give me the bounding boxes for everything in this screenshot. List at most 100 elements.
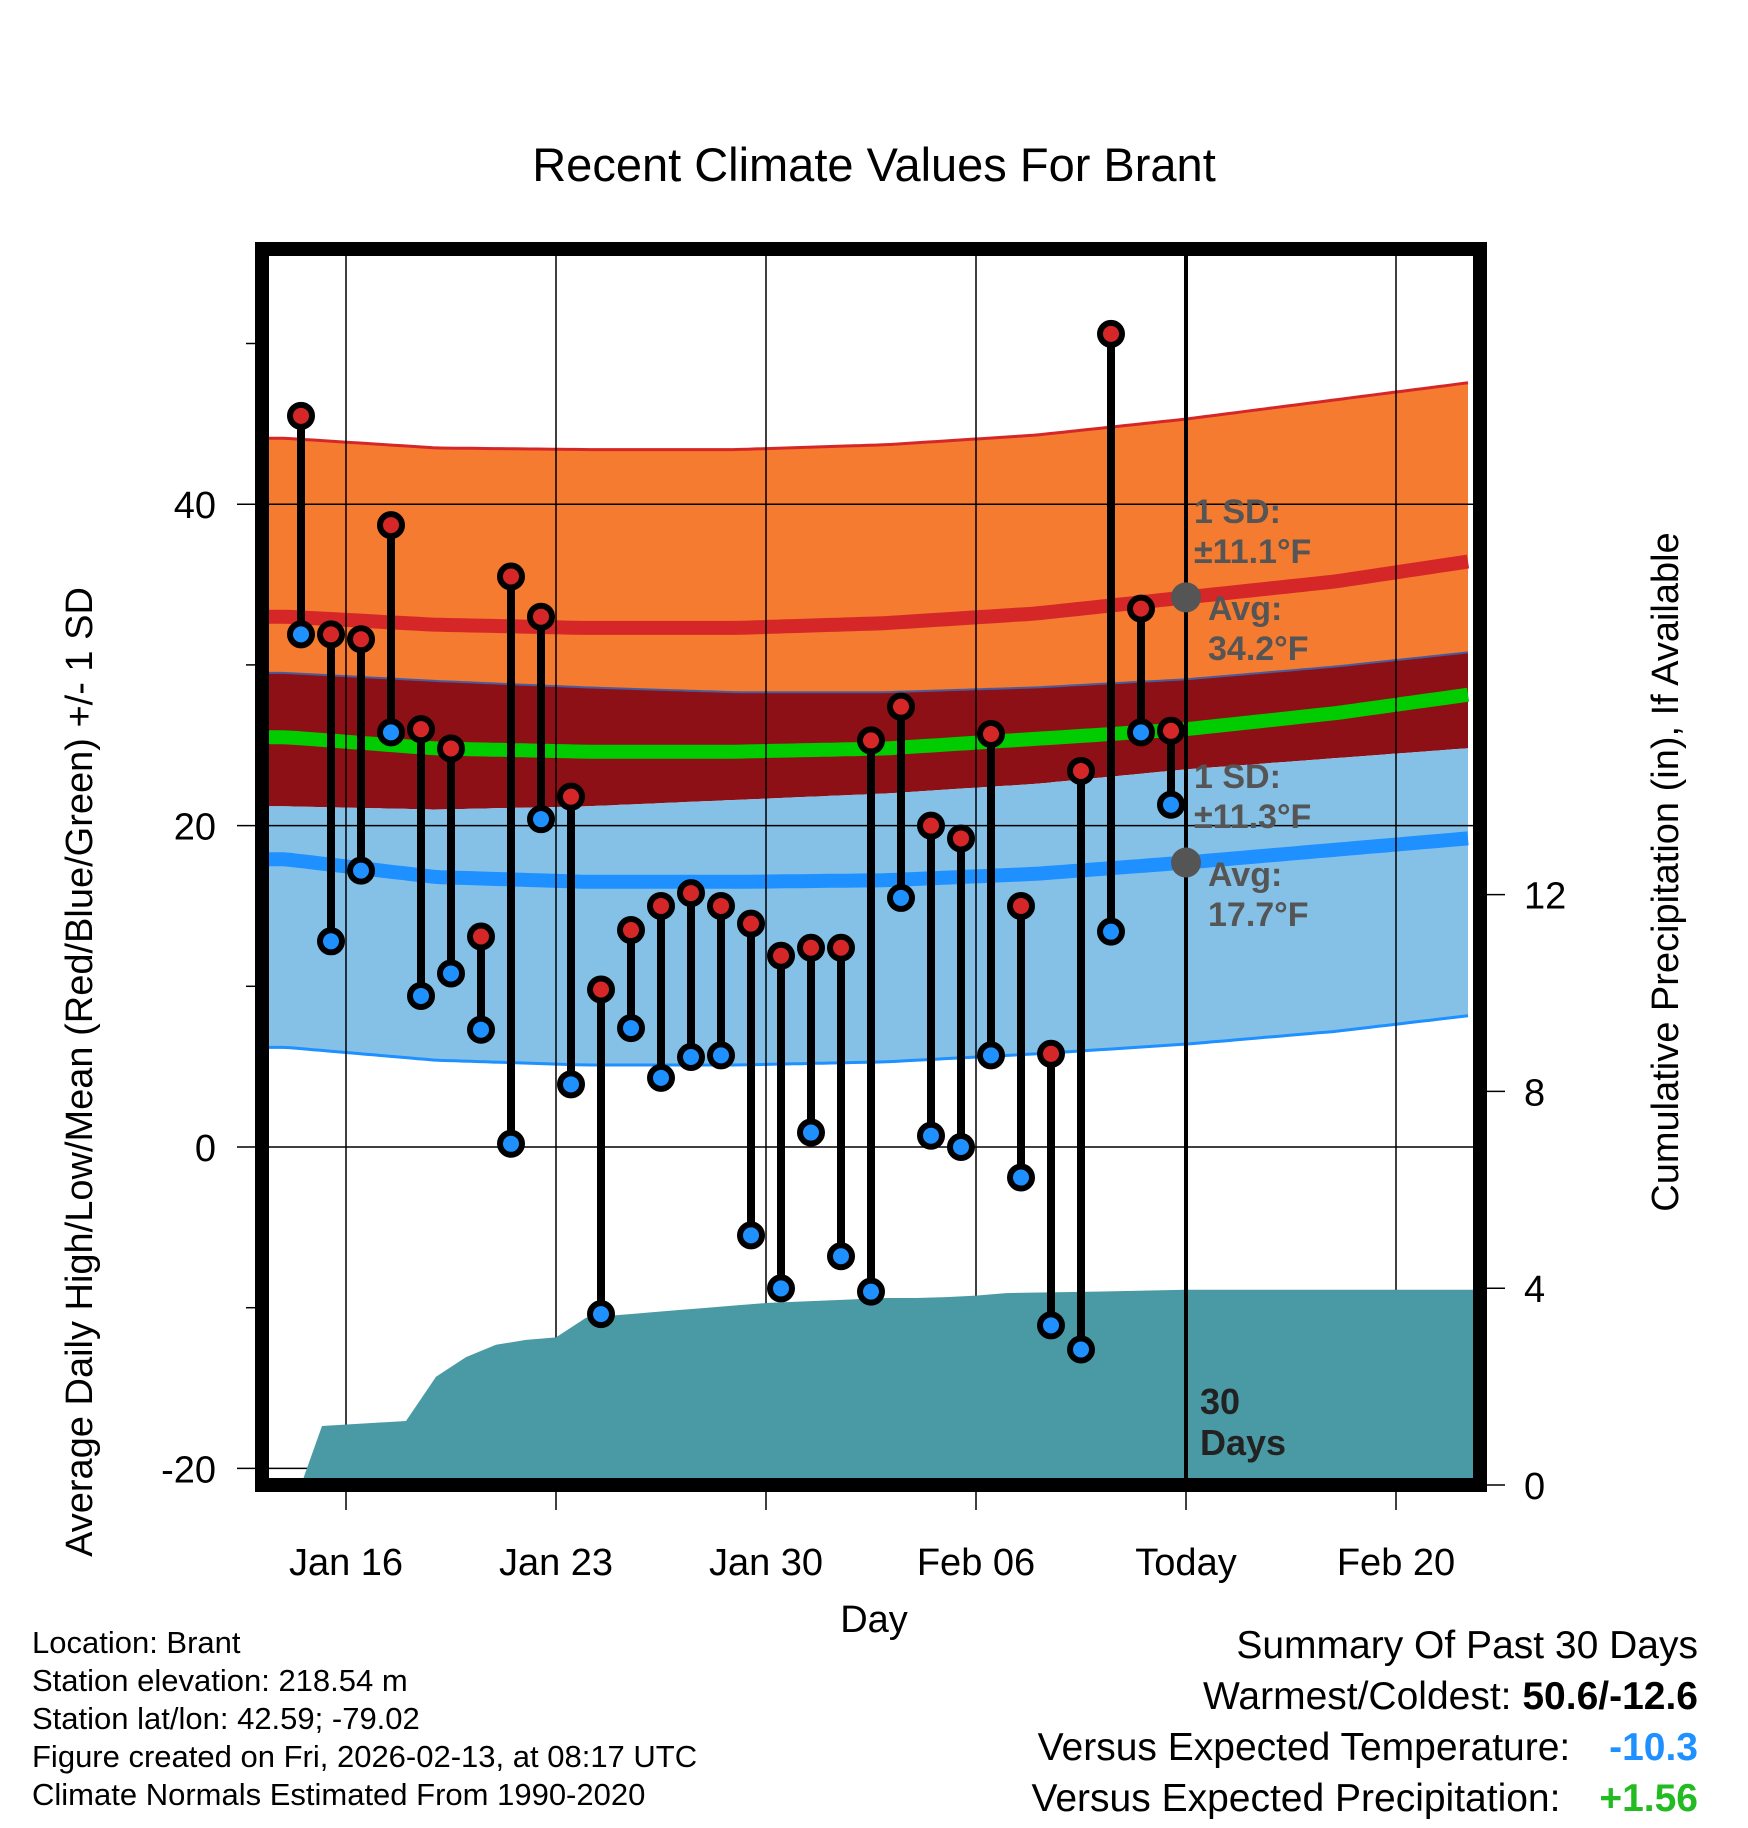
low-point [797,1118,825,1147]
low-point [767,1274,795,1303]
low-point [557,1070,585,1099]
x-tick-label: Today [1135,1542,1236,1584]
x-tick-label: Jan 30 [709,1542,823,1584]
high-sd-band [268,382,1468,693]
low-point [347,856,375,885]
high-sd-value: ±11.1°F [1194,533,1311,571]
normals-text: Climate Normals Estimated From 1990-2020 [32,1777,646,1812]
temp-value: -10.3 [1609,1726,1698,1769]
low-point [317,927,345,956]
warm-cold-label: Warmest/Coldest: [1203,1675,1512,1718]
high-point [287,401,315,430]
high-point [797,933,825,962]
high-point [317,620,345,649]
low-point [467,1015,495,1044]
high-point [407,715,435,744]
x-tick-label: Feb 06 [917,1542,1035,1584]
high-point [677,879,705,908]
high-point [587,975,615,1004]
station-info: Location: Brant Station elevation: 218.5… [32,1624,697,1814]
elevation-text: Station elevation: 218.54 m [32,1663,408,1698]
high-point [347,625,375,654]
low-point [1037,1311,1065,1340]
high-point [467,922,495,951]
window-days-number: 30 [1200,1381,1240,1422]
summary-precip: Versus Expected Precipitation: +1.56 [1032,1773,1699,1824]
chart-title: Recent Climate Values For Brant [532,138,1216,191]
y2-tick-label: 4 [1524,1269,1545,1311]
high-point [1007,891,1035,920]
low-point [1007,1163,1035,1192]
location-text: Location: Brant [32,1625,241,1660]
precip-label: Versus Expected Precipitation: [1031,1777,1561,1820]
summary-temp: Versus Expected Temperature: -10.3 [1032,1722,1698,1773]
low-point [617,1014,645,1043]
low-point [887,883,915,912]
temp-label: Versus Expected Temperature: [1037,1726,1571,1769]
low-point [1157,790,1185,819]
low-point [587,1300,615,1329]
precip-value: +1.56 [1599,1777,1698,1820]
y2-tick-label: 0 [1524,1466,1545,1508]
high-point [1067,756,1095,785]
low-point [497,1129,525,1158]
high-lower-edge [268,651,1469,694]
low-avg-label: Avg: [1208,856,1282,894]
low-sd-value: ±11.3°F [1194,798,1311,836]
low-point [737,1221,765,1250]
high-point [767,941,795,970]
high-avg-label: Avg: [1208,590,1282,628]
y2-axis-label: Cumulative Precipitation (in), If Availa… [1645,532,1687,1211]
low-point [407,981,435,1010]
high-avg-marker [1171,582,1201,613]
low-point [377,718,405,747]
y-tick-label: 20 [174,807,216,849]
y-tick-label: 40 [174,485,216,527]
low-sd-label: 1 SD: [1194,758,1281,796]
low-point [917,1121,945,1150]
latlon-text: Station lat/lon: 42.59; -79.02 [32,1701,420,1736]
low-point [647,1063,675,1092]
high-point [557,782,585,811]
low-point [977,1041,1005,1070]
x-tick-label: Jan 16 [289,1542,403,1584]
high-point [1157,716,1185,745]
high-point [857,726,885,755]
y-tick-label: 0 [195,1128,216,1170]
summary-title: Summary Of Past 30 Days [1236,1624,1698,1667]
precip-area [303,1289,1474,1479]
high-point [1097,319,1125,348]
y2-tick-label: 12 [1524,876,1566,918]
low-point [287,620,315,649]
x-axis-label: Day [840,1599,908,1641]
high-point [827,933,855,962]
high-point [737,909,765,938]
high-sd-label: 1 SD: [1194,493,1281,531]
plot-frame [255,242,1487,1492]
high-point [1037,1039,1065,1068]
low-point [437,959,465,988]
low-point [1127,718,1155,747]
low-point [707,1041,735,1070]
low-point [827,1242,855,1271]
low-point [1067,1335,1095,1364]
low-point [857,1277,885,1306]
created-text: Figure created on Fri, 2026-02-13, at 08… [32,1739,698,1774]
low-point [1097,917,1125,946]
x-tick-label: Jan 23 [499,1542,613,1584]
low-avg-value: 17.7°F [1208,896,1309,934]
low-point [677,1043,705,1072]
high-point [617,916,645,945]
window-days-label: Days [1200,1422,1286,1463]
warm-cold-value: 50.6/-12.6 [1522,1675,1698,1718]
low-avg-marker [1171,847,1201,878]
low-point [527,805,555,834]
x-tick-label: Feb 20 [1337,1542,1455,1584]
high-point [437,734,465,763]
high-upper-edge [268,381,1469,452]
y-axis-label: Average Daily High/Low/Mean (Red/Blue/Gr… [59,587,101,1557]
y-tick-label: -20 [161,1449,216,1491]
low-point [947,1133,975,1161]
summary-panel: Summary Of Past 30 Days Warmest/Coldest:… [1032,1620,1699,1824]
